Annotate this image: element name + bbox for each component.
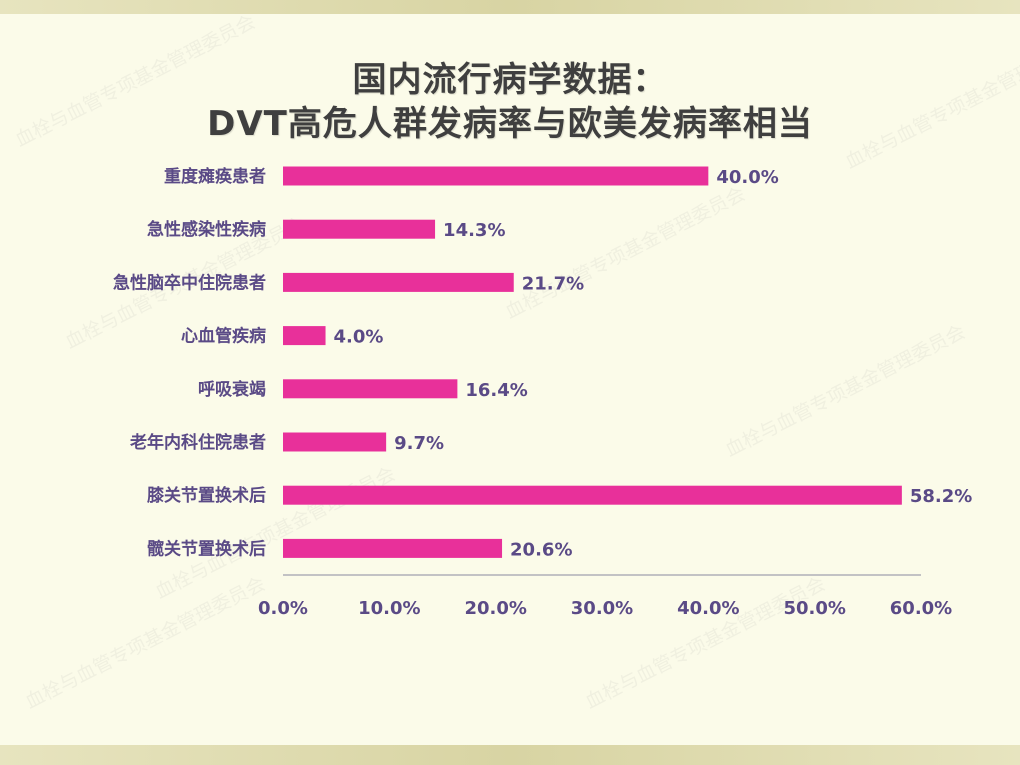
bar xyxy=(283,538,503,558)
category-label: 急性感染性疾病 xyxy=(147,219,266,240)
category-label: 膝关节置换术后 xyxy=(147,485,266,506)
bar xyxy=(283,326,326,346)
bar xyxy=(283,219,436,239)
category-label: 髋关节置换术后 xyxy=(147,538,266,559)
x-tick-label: 40.0% xyxy=(677,598,739,619)
x-tick-label: 30.0% xyxy=(571,598,633,619)
data-label: 9.7% xyxy=(394,433,444,454)
bar xyxy=(283,432,387,452)
x-tick-label: 20.0% xyxy=(464,598,526,619)
chart-title-line-2: DVT高危人群发病率与欧美发病率相当 xyxy=(207,104,813,144)
bar xyxy=(283,166,709,186)
x-tick-label: 60.0% xyxy=(890,598,952,619)
data-label: 14.3% xyxy=(443,220,505,241)
bottom-decorative-band xyxy=(0,745,1020,765)
x-tick-label: 10.0% xyxy=(358,598,420,619)
category-label: 心血管疾病 xyxy=(181,326,266,347)
x-tick-label: 50.0% xyxy=(783,598,845,619)
category-label: 急性脑卒中住院患者 xyxy=(113,272,266,293)
category-label: 呼吸衰竭 xyxy=(198,379,266,400)
bar xyxy=(283,485,902,505)
data-label: 58.2% xyxy=(910,486,972,507)
data-label: 4.0% xyxy=(334,327,384,348)
data-label: 40.0% xyxy=(716,167,778,188)
category-label: 老年内科住院患者 xyxy=(129,432,266,453)
bar xyxy=(283,379,458,399)
category-label: 重度瘫痪患者 xyxy=(164,166,266,187)
data-label: 21.7% xyxy=(522,273,584,294)
x-tick-label: 0.0% xyxy=(258,598,308,619)
top-decorative-band xyxy=(0,0,1020,14)
data-label: 20.6% xyxy=(510,539,572,560)
data-label: 16.4% xyxy=(465,380,527,401)
bar xyxy=(283,272,514,292)
chart-title-line-1: 国内流行病学数据： xyxy=(352,60,668,100)
